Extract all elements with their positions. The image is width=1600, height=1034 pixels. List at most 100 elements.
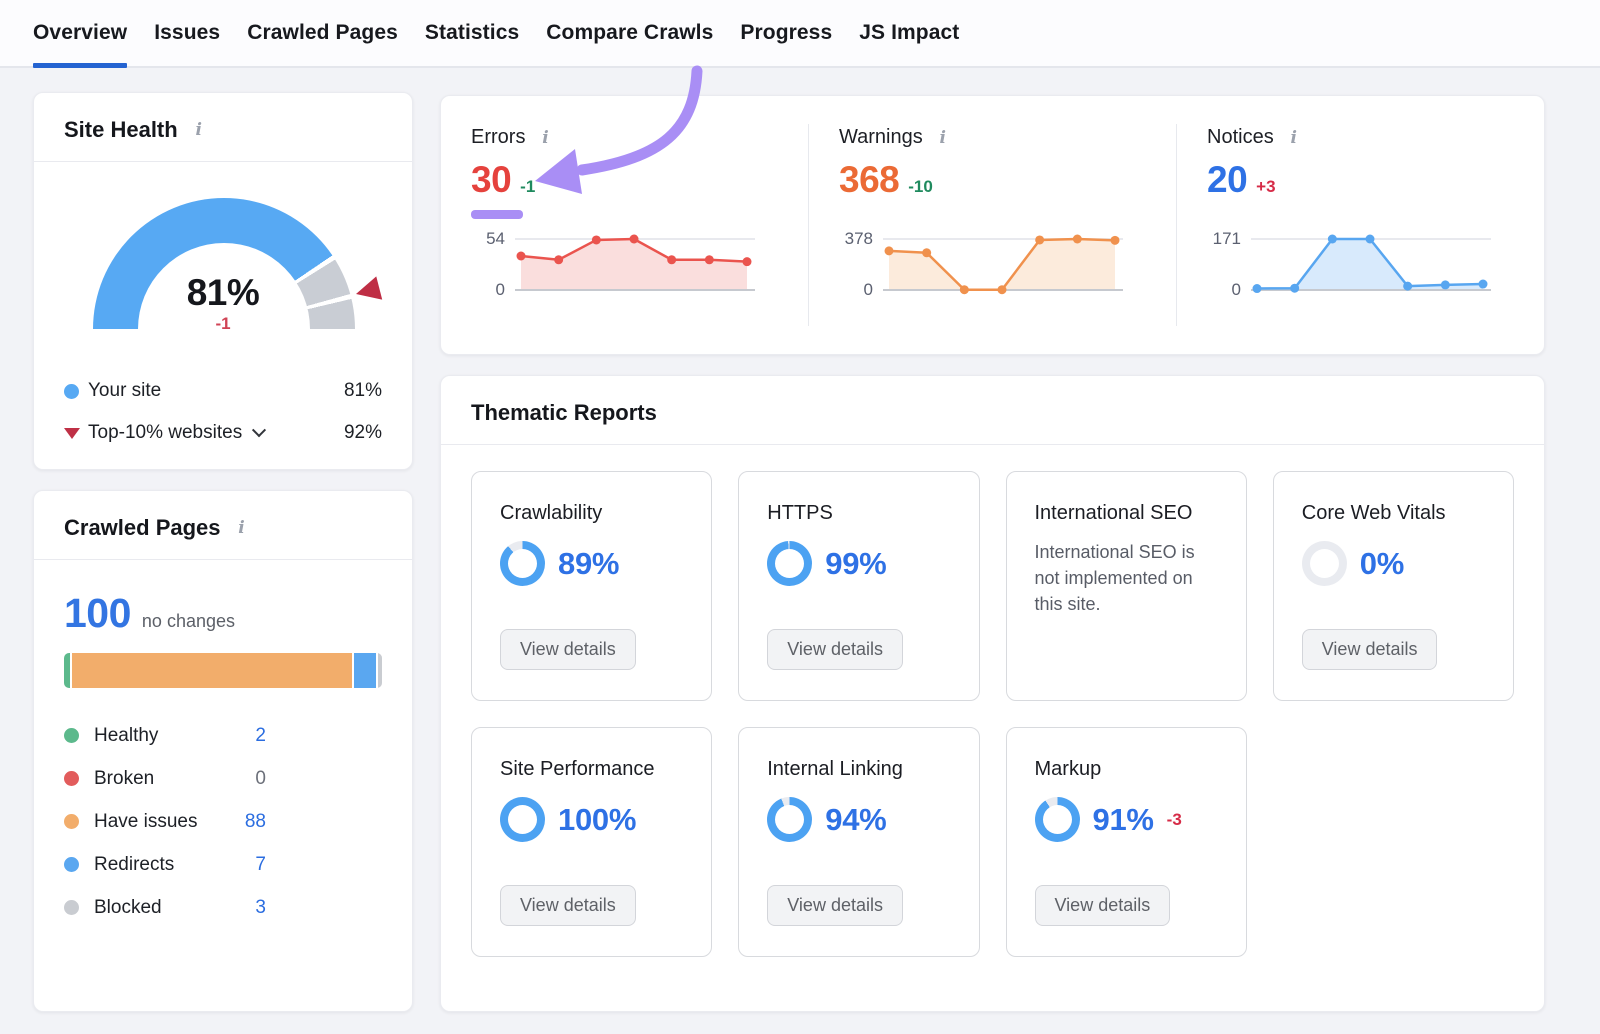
blue-dot-icon bbox=[64, 857, 79, 872]
card-site-performance: Site Performance 100% View details bbox=[471, 727, 713, 957]
y-axis-max-label: 54 bbox=[486, 229, 505, 248]
legend-value-link[interactable]: 2 bbox=[255, 724, 266, 746]
legend-value-link[interactable]: 7 bbox=[255, 853, 266, 875]
https-donut-chart bbox=[767, 541, 813, 586]
info-icon[interactable]: i bbox=[238, 518, 245, 538]
bar-segment-blocked[interactable] bbox=[378, 653, 382, 688]
legend-row-healthy: Healthy 2 bbox=[64, 714, 382, 757]
red-triangle-icon bbox=[64, 427, 80, 439]
core-web-vitals-donut-chart bbox=[1301, 541, 1347, 586]
card-title: Site Performance bbox=[500, 758, 655, 780]
warnings-trend-chart: 378 0 bbox=[835, 229, 1123, 302]
legend-label: Blocked bbox=[94, 896, 162, 918]
thematic-cards-grid: Crawlability 89% View details HTTPS 99% … bbox=[441, 445, 1544, 987]
card-crawlability: Crawlability 89% View details bbox=[471, 471, 713, 701]
warnings-count[interactable]: 368 bbox=[839, 159, 900, 200]
view-details-button[interactable]: View details bbox=[500, 629, 636, 670]
y-axis-min-label: 0 bbox=[863, 280, 873, 299]
card-markup: Markup 91% -3 View details bbox=[1005, 727, 1247, 957]
crawled-pages-legend: Healthy 2 Broken 0 Have issues 88 Redire… bbox=[64, 714, 382, 929]
legend-value: 92% bbox=[343, 422, 382, 443]
crawled-pages-total: 100 bbox=[64, 590, 131, 636]
score-percent: 99% bbox=[825, 545, 887, 581]
gray-dot-icon bbox=[64, 900, 79, 915]
card-core-web-vitals: Core Web Vitals 0% View details bbox=[1272, 471, 1514, 701]
orange-dot-icon bbox=[64, 814, 79, 829]
info-icon[interactable]: i bbox=[542, 127, 549, 148]
metric-label: Notices bbox=[1207, 126, 1274, 148]
bar-segment-healthy[interactable] bbox=[64, 653, 71, 688]
tab-issues[interactable]: Issues bbox=[154, 21, 221, 44]
y-axis-min-label: 0 bbox=[1231, 280, 1241, 299]
tab-overview[interactable]: Overview bbox=[33, 0, 128, 68]
y-axis-max-label: 171 bbox=[1212, 229, 1241, 248]
site-health-title: Site Health bbox=[64, 117, 178, 142]
errors-sparkline bbox=[515, 231, 755, 302]
thematic-reports-header: Thematic Reports bbox=[441, 376, 1544, 445]
tab-progress[interactable]: Progress bbox=[740, 21, 833, 44]
metric-label: Errors bbox=[471, 126, 526, 148]
metric-notices: Notices i 20 +3 171 0 bbox=[1176, 124, 1544, 326]
view-details-button[interactable]: View details bbox=[767, 629, 903, 670]
legend-row-broken: Broken 0 bbox=[64, 757, 382, 800]
view-details-button[interactable]: View details bbox=[1301, 629, 1438, 670]
notices-trend-chart: 171 0 bbox=[1203, 229, 1491, 302]
card-title: International SEO bbox=[1034, 502, 1193, 524]
tab-crawled-pages[interactable]: Crawled Pages bbox=[247, 21, 398, 44]
bar-segment-have-issues[interactable] bbox=[72, 653, 353, 688]
card-body-text: International SEO is not implemented on … bbox=[1034, 542, 1195, 615]
info-icon[interactable]: i bbox=[1290, 127, 1297, 148]
card-international-seo: International SEO International SEO is n… bbox=[1005, 471, 1247, 701]
warnings-sparkline bbox=[883, 231, 1123, 302]
internal-linking-donut-chart bbox=[767, 797, 813, 842]
card-https: HTTPS 99% View details bbox=[738, 471, 980, 701]
red-dot-icon bbox=[64, 771, 79, 786]
card-title: Core Web Vitals bbox=[1301, 502, 1446, 524]
card-title: Markup bbox=[1034, 758, 1102, 780]
errors-trend-chart: 54 0 bbox=[467, 229, 755, 302]
thematic-reports-panel: Thematic Reports Crawlability 89% View d… bbox=[440, 375, 1545, 1012]
score-percent: 0% bbox=[1359, 545, 1405, 581]
notices-count[interactable]: 20 bbox=[1207, 159, 1248, 200]
bar-segment-redirects[interactable] bbox=[354, 653, 377, 688]
card-internal-linking: Internal Linking 94% View details bbox=[738, 727, 980, 957]
warnings-delta: -10 bbox=[908, 177, 933, 196]
card-title: Internal Linking bbox=[767, 758, 903, 780]
thematic-reports-title: Thematic Reports bbox=[471, 400, 657, 425]
y-axis-min-label: 0 bbox=[495, 280, 505, 299]
legend-row-redirects: Redirects 7 bbox=[64, 843, 382, 886]
score-percent: 89% bbox=[558, 545, 620, 581]
legend-value-link[interactable]: 88 bbox=[244, 810, 266, 832]
crawled-pages-panel: Crawled Pages i 100 no changes Healthy 2 bbox=[33, 490, 413, 1012]
crawled-pages-header: Crawled Pages i bbox=[34, 491, 412, 560]
tab-compare-crawls[interactable]: Compare Crawls bbox=[546, 21, 714, 44]
annotation-highlight-underline bbox=[471, 210, 523, 219]
legend-value-link[interactable]: 3 bbox=[255, 896, 266, 918]
score-percent: 94% bbox=[825, 801, 887, 837]
metric-label: Warnings bbox=[839, 126, 923, 148]
metric-errors: Errors i 30 -1 54 0 bbox=[441, 124, 808, 326]
legend-label: Have issues bbox=[94, 810, 198, 832]
view-details-button[interactable]: View details bbox=[767, 885, 903, 926]
view-details-button[interactable]: View details bbox=[1034, 885, 1171, 926]
notices-sparkline bbox=[1251, 231, 1491, 302]
info-icon[interactable]: i bbox=[195, 120, 202, 140]
score-percent: 91% bbox=[1092, 801, 1154, 837]
view-details-button[interactable]: View details bbox=[500, 885, 636, 926]
top-navigation: Overview Issues Crawled Pages Statistics… bbox=[0, 0, 1600, 68]
site-health-panel: Site Health i 81% -1 Your site 81% Top-1… bbox=[33, 92, 413, 470]
markup-delta: -3 bbox=[1166, 809, 1182, 829]
crawled-pages-subtitle: no changes bbox=[141, 611, 235, 631]
legend-label: Redirects bbox=[94, 853, 175, 875]
legend-value: 81% bbox=[343, 380, 382, 401]
site-health-gauge: 81% -1 bbox=[34, 198, 412, 460]
legend-row-have-issues: Have issues 88 bbox=[64, 800, 382, 843]
legend-value: 0 bbox=[255, 767, 266, 789]
info-icon[interactable]: i bbox=[939, 127, 946, 148]
notices-delta: +3 bbox=[1256, 177, 1276, 196]
tab-js-impact[interactable]: JS Impact bbox=[859, 21, 960, 44]
errors-count[interactable]: 30 bbox=[471, 159, 512, 200]
tab-statistics[interactable]: Statistics bbox=[424, 21, 520, 44]
metric-warnings: Warnings i 368 -10 378 0 bbox=[808, 124, 1176, 326]
